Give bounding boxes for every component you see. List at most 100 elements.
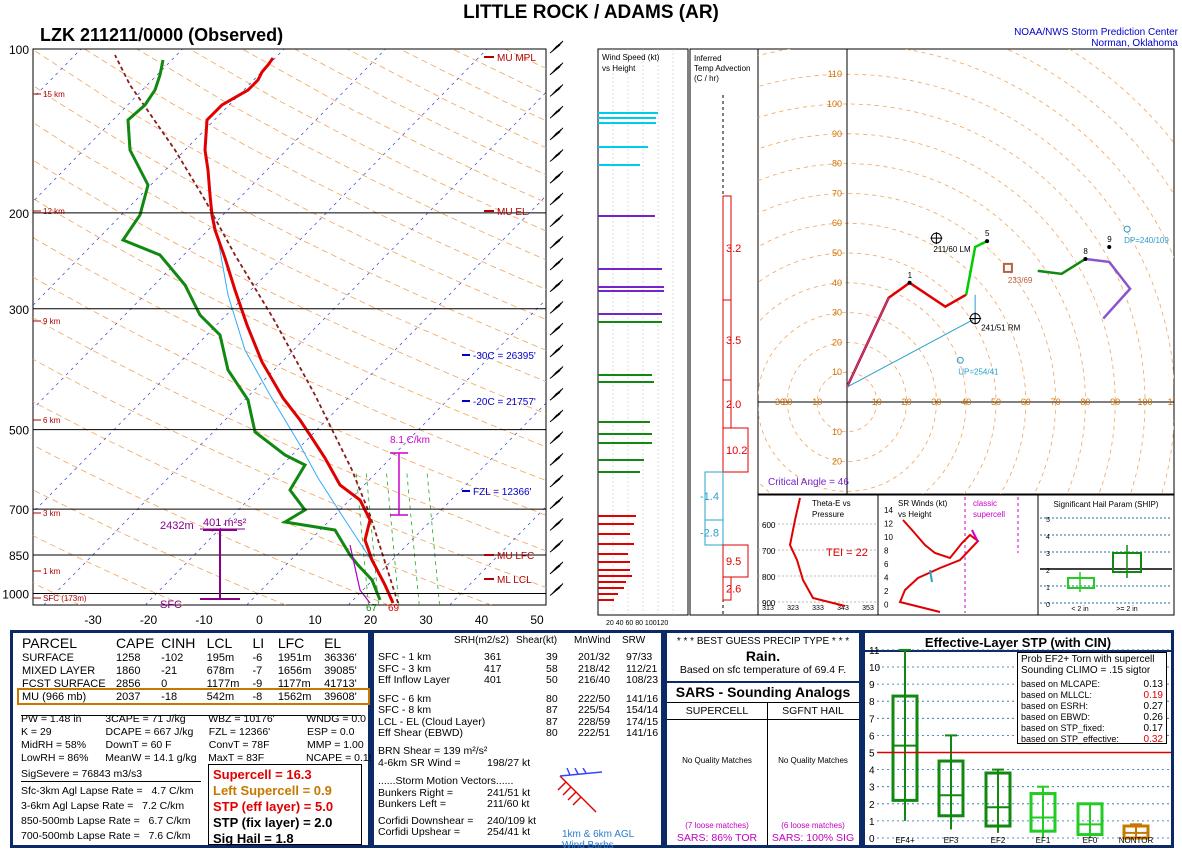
stp-based-value: 0.27 (1143, 701, 1163, 712)
hodo-xtick: 70 (1051, 397, 1061, 407)
bunkers-right-label: Bunkers Right = (378, 787, 453, 799)
hodo-lm-label: 211/60 LM (933, 245, 971, 254)
adv-box (704, 519, 724, 546)
stp-based-row: based on MLCAPE: 0.13 (1021, 679, 1163, 690)
kin-cell: 154/14 (626, 704, 659, 716)
wind-frame (597, 48, 689, 616)
parcel-cell: -18 (161, 690, 178, 703)
temp-tick: -20 (140, 613, 158, 627)
wind-barb (549, 431, 564, 444)
srw-ytick: 2 (884, 587, 889, 596)
parcel-header: PARCEL (22, 635, 77, 651)
tei-label: TEI = 22 (826, 547, 868, 559)
sfc-t: 69 (388, 603, 400, 614)
srw-ytick: 4 (884, 574, 889, 583)
kin-cell: 361 (484, 651, 502, 663)
kin-cell: 218/42 (578, 662, 611, 675)
parcel-row: MU (966 mb) 2037 -18 542m -8 1562m 39608' (17, 688, 370, 705)
parcel-cell: 1177m (277, 677, 311, 690)
hodo-ytick: 20 (832, 337, 842, 347)
lapse-label: 8.1 C/km (390, 435, 430, 446)
parcel-header: LI (252, 635, 265, 651)
parcel-cell: 39608' (324, 690, 357, 703)
stp-prob-box: Prob EF2+ Torn with supercell Sounding C… (1017, 652, 1167, 745)
kin-cell: 141/16 (626, 692, 659, 705)
lapse-bracket (390, 452, 408, 516)
theta-trace (788, 497, 846, 607)
stp-based-value: 0.19 (1143, 690, 1163, 701)
index-row: PW = 1.48 in 3CAPE = 71 J/kg WBZ = 10176' W… (21, 713, 366, 726)
stp-ytick: 7 (869, 714, 875, 725)
theta-ytick: 900 (762, 599, 776, 608)
srw-ytick: 0 (884, 601, 889, 610)
adv-value: 3.5 (726, 335, 741, 347)
hodo-ytick: 100 (827, 99, 842, 109)
stp-ytick: 1 (869, 817, 875, 828)
lapse-rate: 3-6km Agl Lapse Rate = 7.2 C/km (21, 800, 185, 812)
hodo-ytick: 70 (832, 188, 842, 198)
hodo-km-dot (1083, 256, 1088, 261)
hodo-ytick: 90 (832, 129, 842, 139)
wind-barb (549, 235, 564, 249)
hodo-trace (1037, 257, 1087, 276)
stp-based-value: 0.17 (1143, 723, 1163, 734)
kin-row: SFC - 1 km 361 39 201/32 97/33 (378, 651, 663, 663)
parcel-cell: 1562m (277, 690, 312, 703)
theta-xtick: 353 (862, 605, 874, 612)
theta-ytick: 800 (762, 573, 776, 582)
adv-box (722, 427, 749, 473)
temperature-trace (203, 57, 395, 604)
adv-frame (689, 48, 759, 616)
stp-based-value: 0.26 (1143, 712, 1163, 723)
spc-line2: Norman, Oklahoma (1091, 38, 1178, 49)
stp-based-row: based on MLLCL: 0.19 (1021, 690, 1163, 701)
wind-barb (549, 539, 564, 553)
dry-adiabat (33, 444, 389, 605)
hodo-ytick: 40 (832, 278, 842, 288)
stp-box (984, 771, 1012, 828)
index-value: 3CAPE = 71 J/kg (105, 713, 186, 725)
lapse-rate: 700-500mb Lapse Rate = 7.6 C/km (21, 830, 191, 842)
sfc-label: SFC (160, 599, 182, 611)
parcel-row: SURFACE 1258 -102 195m -6 1951m 36336' (19, 651, 368, 664)
kin-row: LCL - EL (Cloud Layer) 87 228/59 174/15 (378, 716, 663, 728)
kin-cell: 108/23 (626, 674, 659, 686)
pressure-tick: 700 (9, 503, 29, 517)
supercell-comp: Supercell = 16.3 (213, 767, 312, 782)
sfc-td: 67 (366, 603, 378, 614)
wind-barb (549, 474, 564, 488)
wind-barb (549, 452, 564, 466)
hodo-rm-label: 241/51 RM (981, 324, 1020, 333)
kin-row: SFC - 6 km 80 222/50 141/16 (378, 693, 663, 705)
ship-ytick: 2 (1046, 568, 1050, 575)
srw-ytick: 14 (884, 506, 893, 515)
temp-tick: 30 (419, 613, 433, 627)
wind-barb (549, 214, 564, 227)
bunkers-cross (969, 312, 982, 325)
parcel-cell: 39085' (324, 664, 357, 677)
hodo-xtick: 30 (931, 397, 941, 407)
parcel-cell: 2037 (116, 690, 141, 703)
wind-barb (549, 84, 564, 97)
mu-lfc-label: MU LFC (497, 551, 534, 562)
theta-frame (757, 494, 879, 616)
parcel-cell: 36336' (324, 651, 357, 664)
hodo-dp-label: DP=240/109 (1124, 236, 1169, 245)
pressure-tick: 200 (9, 207, 29, 221)
sars-title: SARS - Sounding Analogs (675, 684, 851, 700)
temp-tick: 10 (308, 613, 322, 627)
lapse-rate: 850-500mb Lapse Rate = 6.7 C/km (21, 815, 191, 827)
stp-based-value: 0.32 (1143, 734, 1163, 745)
pressure-tick: 100 (9, 43, 29, 57)
wind-barb (549, 127, 564, 141)
index-value: MidRH = 58% (21, 739, 87, 751)
kin-cell: 58 (546, 662, 558, 675)
sr-winds-panel: SR Winds (kt) vs Height classic supercell 14… (877, 494, 1039, 616)
stp-xlabel: EF4+ (895, 836, 915, 845)
index-value: MMP = 1.00 (307, 739, 364, 751)
height-label: SFC (173m) (43, 594, 87, 603)
kin-cell: 80 (546, 727, 558, 739)
hodo-ytick: 30 (832, 308, 842, 318)
bunkers-right-value: 241/51 kt (487, 787, 531, 799)
